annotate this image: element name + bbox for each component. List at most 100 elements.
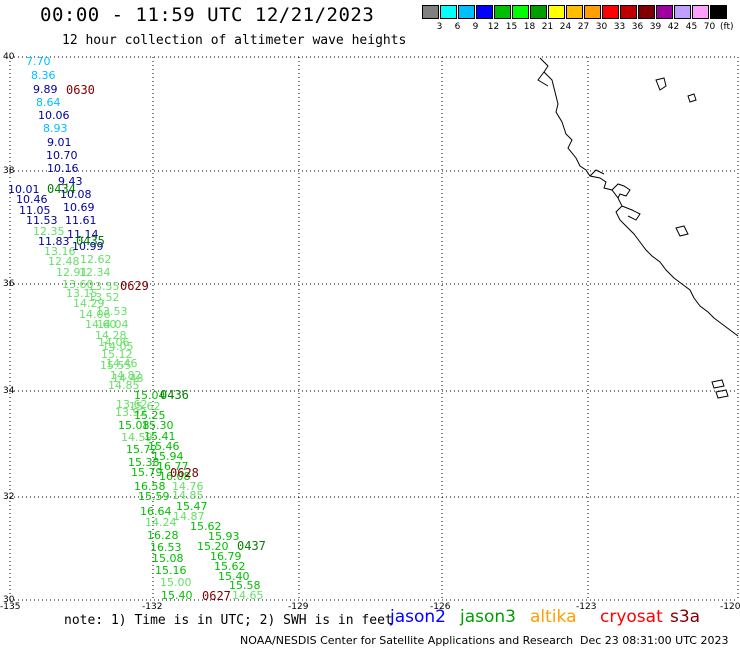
wave-height-value: 16.77 [157,460,189,473]
longitude-label: -120 [720,602,740,612]
wave-height-value: 15.72 [126,443,158,456]
satellite-legend-item: altika [530,607,577,627]
wave-height-value: 11.83 [38,235,70,248]
color-scale-label: 12 [487,22,500,32]
wave-height-value: 14.76 [172,480,204,493]
wave-height-value: 15.59 [138,490,170,503]
color-scale-label: 24 [559,22,572,32]
pass-time-label: 0627 [202,589,231,603]
wave-height-value: 14.06 [79,308,111,321]
wave-height-value: 15.94 [152,450,184,463]
wave-height-value: 15.30 [142,419,174,432]
wave-height-value: 16.79 [210,550,242,563]
longitude-label: -132 [142,602,163,612]
wave-height-value: 10.70 [46,149,78,162]
wave-height-value: 8.93 [43,122,68,135]
coast-detail-upper [537,71,549,87]
wave-height-value: 13.15 [66,287,98,300]
wave-height-value: 16.64 [140,505,172,518]
color-swatch [656,5,673,19]
pass-time-label: 0437 [237,539,266,553]
color-swatch [674,5,691,19]
coastline [537,57,739,399]
wave-height-value: 9.89 [33,83,58,96]
color-scale-label: 36 [631,22,644,32]
color-scale-label: 27 [577,22,590,32]
wave-height-value: 12.91 [56,266,88,279]
latitude-label: 32 [3,492,15,502]
wave-height-value: 12.34 [79,266,111,279]
wave-height-value: 12.62 [80,253,112,266]
wave-height-value: 15.58 [229,579,261,592]
wave-height-value: 15.25 [134,409,166,422]
satellite-legend-item: s3a [670,607,701,627]
wave-height-value: 7.70 [26,55,51,68]
pass-time-label: 0435 [76,234,105,248]
latitude-label: 34 [3,386,15,396]
coast-detail-mid [589,169,605,177]
satellite-legend-item: jason3 [460,607,516,627]
color-scale-label: 21 [541,22,554,32]
color-swatch [476,5,493,19]
wave-height-value: 11.05 [19,204,51,217]
color-scale-label: 30 [595,22,608,32]
color-swatch [566,5,583,19]
color-scale-label: 70 [703,22,716,32]
map-subtitle: 12 hour collection of altimeter wave hei… [62,33,407,48]
longitude-label: -135 [0,602,21,612]
footer-timestamp: Dec 23 08:31:00 UTC 2023 [580,634,729,647]
color-swatch [458,5,475,19]
wave-height-value: 15.40 [218,570,250,583]
pass-time-label: 0629 [120,279,149,293]
wave-height-value: 14.46 [106,357,138,370]
wave-height-value: 13.53 [96,305,128,318]
wave-height-value: 10.46 [16,193,48,206]
latitude-label: 36 [3,279,15,289]
wave-height-value: 15.00 [160,576,192,589]
pass-time-label: 0434 [47,182,76,196]
footer-note: note: 1) Time is in UTC; 2) SWH is in fe… [64,613,393,628]
wave-height-value: 14.82 [110,369,142,382]
color-scale-label: 42 [667,22,680,32]
wave-height-value: 10.16 [47,162,79,175]
pass-time-label: 0630 [66,83,95,97]
wave-height-value: 15.08 [118,419,150,432]
wave-height-value: 15.38 [128,456,160,469]
wave-height-value: 13.55 [88,280,120,293]
color-swatch [692,5,709,19]
wave-height-value: 14.87 [173,510,205,523]
wave-height-value: 10.06 [38,109,70,122]
color-swatch [602,5,619,19]
color-swatch [620,5,637,19]
color-swatch [638,5,655,19]
wave-height-value: 16.53 [150,541,182,554]
wave-height-value: 8.36 [31,69,56,82]
lat-lon-grid [9,56,739,601]
longitude-label: -123 [576,602,597,612]
color-scale-label: 15 [505,22,518,32]
wave-height-value: 16.08 [159,470,191,483]
pass-time-label: 0628 [170,466,199,480]
channel-island-1 [711,379,725,389]
color-swatch [548,5,565,19]
inland-lake-2 [687,93,697,103]
wave-height-value: 15.08 [152,552,184,565]
wave-height-value: 14.24 [145,516,177,529]
wave-height-value: 9.01 [47,136,72,149]
wave-height-value: 10.69 [63,201,95,214]
wave-height-value: 14.59 [121,431,153,444]
color-swatch [440,5,457,19]
wave-height-value: 15.46 [148,440,180,453]
wave-height-value: 14.85 [172,489,204,502]
wave-height-value: 14.06 [98,336,130,349]
wave-height-value: 15.55 [100,359,132,372]
california-coastline [539,57,739,337]
color-scale-unit: (ft) [720,22,734,32]
wave-height-value: 14.65 [232,589,264,602]
wave-height-value: 13.92 [115,406,147,419]
satellite-legend-item: cryosat [600,607,663,627]
wave-height-value: 14.85 [108,379,140,392]
wave-height-value: 9.43 [58,175,83,188]
color-scale-label: 45 [685,22,698,32]
